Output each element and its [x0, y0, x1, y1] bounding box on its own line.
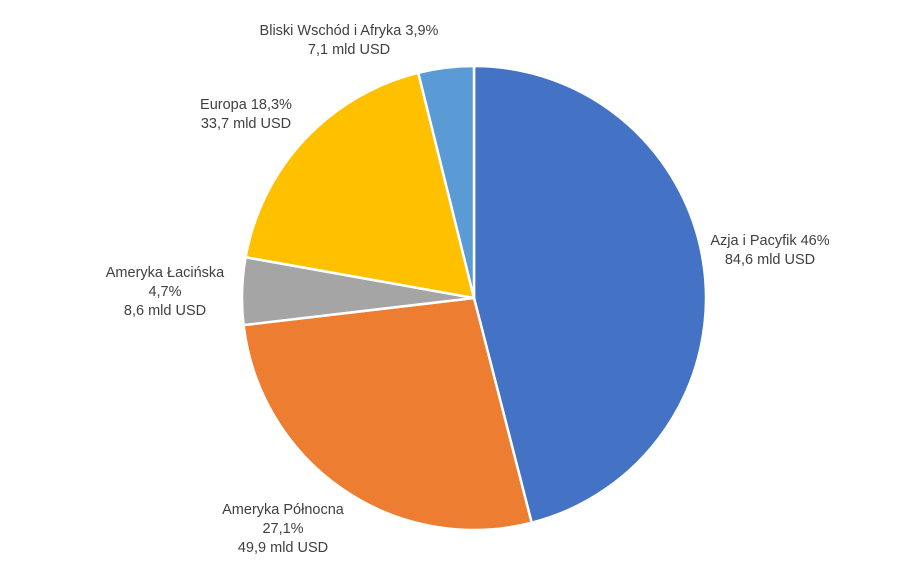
- data-label-line: 4,7%: [148, 284, 181, 300]
- data-label-line: 27,1%: [262, 521, 303, 537]
- data-label-3: Ameryka Łacińska 4,7% 8,6 mld USD: [106, 265, 225, 319]
- data-label-1: Azja i Pacyfik 46% 84,6 mld USD: [710, 233, 829, 268]
- data-label-line: 33,7 mld USD: [201, 116, 291, 132]
- data-label-line: 49,9 mld USD: [238, 540, 328, 556]
- data-label-line: Azja i Pacyfik 46%: [710, 233, 829, 249]
- data-label-2: Ameryka Północna 27,1% 49,9 mld USD: [222, 502, 345, 556]
- pie-slice-4: [244, 71, 476, 300]
- pie-slice-5: [417, 64, 476, 300]
- data-label-4: Europa 18,3% 33,7 mld USD: [200, 97, 292, 132]
- data-label-5: Bliski Wschód i Afryka 3,9% 7,1 mld USD: [260, 23, 439, 58]
- data-label-line: 84,6 mld USD: [725, 252, 815, 268]
- data-label-line: 8,6 mld USD: [124, 303, 206, 319]
- pie-slice-2: [242, 296, 533, 532]
- data-label-line: Europa 18,3%: [200, 97, 292, 113]
- pie-slice-1: [472, 64, 708, 524]
- data-label-line: Ameryka Północna: [222, 502, 345, 518]
- data-label-line: Ameryka Łacińska: [106, 265, 225, 281]
- data-label-line: 7,1 mld USD: [308, 42, 390, 58]
- data-label-line: Bliski Wschód i Afryka 3,9%: [260, 23, 439, 39]
